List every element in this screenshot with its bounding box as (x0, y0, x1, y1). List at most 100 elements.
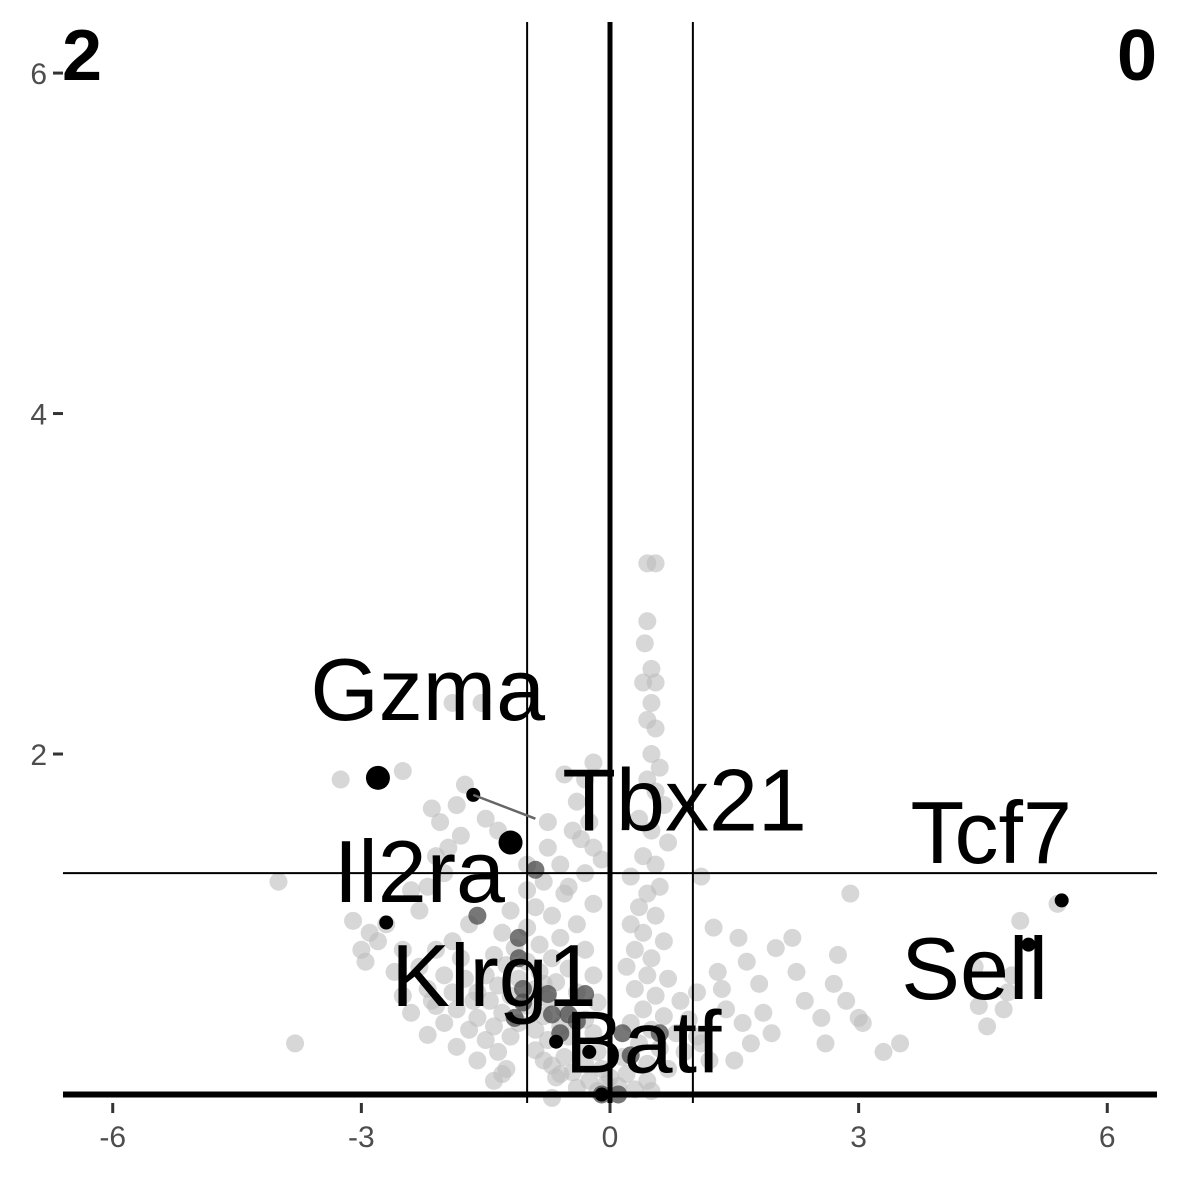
gene-point (480, 991, 499, 1010)
threshold-lines-layer (63, 22, 1157, 1103)
gene-point (551, 928, 570, 947)
gene-point (634, 1000, 653, 1019)
x-tick-label: 3 (850, 1121, 867, 1154)
gene-point (393, 762, 412, 781)
gene-point (725, 1051, 744, 1070)
x-tick-label: 0 (602, 1121, 619, 1154)
gene-point (447, 1000, 466, 1019)
gene-point (530, 935, 549, 954)
gene-point (472, 693, 491, 712)
gene-point (994, 1000, 1013, 1019)
y-tick-label: 4 (30, 399, 47, 432)
gene-point (576, 940, 595, 959)
gene-point (443, 932, 462, 951)
gene-point (580, 813, 599, 832)
gene-point (630, 898, 649, 917)
gene-point (741, 1034, 760, 1053)
highlighted-gene-point (582, 1044, 597, 1059)
highlighted-gene-point (549, 1034, 564, 1049)
gene-point (567, 915, 586, 934)
gene-point (460, 1020, 479, 1039)
gene-point (737, 952, 756, 971)
gene-point (638, 612, 657, 631)
gene-point (393, 940, 412, 959)
gene-point (468, 1051, 487, 1070)
gene-point (638, 1054, 657, 1073)
gene-point (634, 673, 653, 692)
gene-point (646, 906, 665, 925)
gene-point (439, 838, 458, 857)
gene-point (464, 991, 483, 1010)
gene-point (828, 945, 847, 964)
gene-point (476, 1031, 495, 1050)
gene-point (812, 1008, 831, 1027)
significant-gene-point (505, 1008, 524, 1027)
significant-gene-point (538, 985, 557, 1004)
gene-point (493, 923, 512, 942)
significant-gene-point (526, 860, 545, 879)
gene-point (584, 1024, 603, 1043)
gene-point (431, 813, 450, 832)
gene-label-batf: Batf (565, 992, 722, 1091)
gene-point (1002, 966, 1021, 985)
gene-point (795, 991, 814, 1010)
gene-point (837, 991, 856, 1010)
gene-label-tcf7: Tcf7 (911, 783, 1072, 882)
gene-point (841, 884, 860, 903)
gene-label-tbx21: Tbx21 (562, 751, 807, 850)
significant-gene-point (650, 1024, 669, 1043)
gene-point (700, 1051, 719, 1070)
gene-point (654, 932, 673, 951)
significant-gene-point (509, 928, 528, 947)
gene-point (551, 855, 570, 874)
gene-label-gzma: Gzma (310, 640, 545, 739)
gene-point (418, 1025, 437, 1044)
gene-point (344, 911, 363, 930)
x-tick-label: 6 (1099, 1121, 1116, 1154)
gene-point (750, 974, 769, 993)
gene-point (402, 1003, 421, 1022)
gene-point (671, 991, 690, 1010)
gene-point (356, 952, 375, 971)
gene-point (559, 959, 578, 978)
significant-gene-point (567, 1012, 586, 1031)
gene-point (874, 1042, 893, 1061)
gene-label-il2ra: Il2ra (334, 822, 505, 921)
gene-point (635, 634, 654, 653)
gene-point (998, 983, 1017, 1002)
gene-point (646, 673, 665, 692)
gene-point (630, 809, 649, 828)
gene-label-klrg1: Klrg1 (391, 926, 596, 1025)
corner-label-left: 2 (62, 16, 102, 96)
gene-point (443, 983, 462, 1002)
gene-point (418, 877, 437, 896)
gene-point (969, 996, 988, 1015)
gene-point (646, 782, 665, 801)
gene-point (592, 850, 611, 869)
gene-point (816, 1034, 835, 1053)
gene-point (704, 918, 723, 937)
x-tick-label: -3 (348, 1121, 375, 1154)
gene-point (692, 867, 711, 886)
gene-point (646, 554, 665, 573)
gene-point (584, 966, 603, 985)
gene-point (634, 923, 653, 942)
gene-point (368, 932, 387, 951)
gene-point (654, 1007, 673, 1026)
gene-point (621, 867, 640, 886)
gene-point (766, 939, 785, 958)
gene-point (538, 813, 557, 832)
gene-point (402, 881, 421, 900)
gene-point (489, 1042, 508, 1061)
gene-point (422, 799, 441, 818)
highlighted-gene-point (1021, 937, 1036, 952)
significant-gene-point (621, 1046, 640, 1065)
gene-point (965, 957, 984, 976)
gene-point (476, 809, 495, 828)
gene-point (783, 928, 802, 947)
gene-point (422, 991, 441, 1010)
gene-label-sell: Sell (901, 919, 1048, 1018)
gene-point (451, 826, 470, 845)
gene-point (708, 962, 727, 981)
